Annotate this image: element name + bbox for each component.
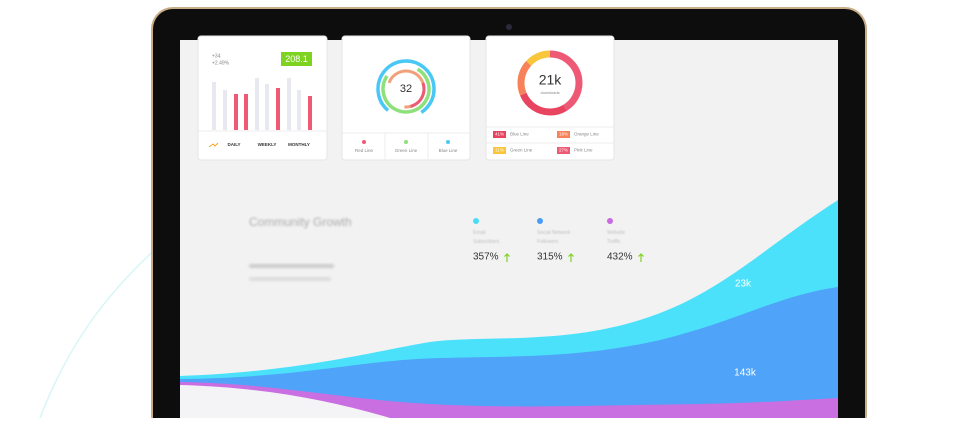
stat-label: Website Traffic [607,230,625,245]
tab[interactable]: DAILY [227,142,240,147]
stat-value: 432% [607,252,633,263]
value-badge [281,52,312,66]
center: 32 [400,83,412,95]
camera [506,24,512,30]
legend-label: Green Line [510,148,533,153]
legend-label: Red Line [355,148,374,153]
delta: +34 [212,53,221,59]
stat-labels: Email Subscribers Social Network Followe… [473,230,625,245]
up-arrows [504,253,644,262]
card-downloads: 21k downloads 41% Blue Line 18% Orange L… [485,35,615,161]
tab[interactable]: MONTHLY [288,142,310,147]
legend-pct: 18% [559,132,568,137]
card-trend: +34 +2.49% 208.1 DAILY WEEKLY MONTHLY [197,35,328,161]
legend-pct: 11% [495,148,504,153]
area-label: 23k [735,279,752,290]
legend-label: Blue Line [439,148,458,153]
change: +2.49% [212,60,230,66]
caption: downloads [540,90,559,95]
stat-label: Social Network Followers [537,230,571,245]
blurred-text [249,277,331,281]
legend-label: Green Line [395,148,418,153]
stat-label: Email Subscribers [473,230,500,245]
legend-label: Blue Line [510,132,529,137]
section-title: Community Growth [249,215,352,229]
stat-value: 315% [537,252,563,263]
area-base [180,385,390,418]
deco-curve [39,244,161,419]
value: 208.1 [285,54,308,64]
card-rings: 32 Red Line Green Line Blue Line [341,35,471,161]
center: 21k [539,72,563,88]
community: Community Growth 357% 315% 432% [249,215,644,281]
blurred-text [249,264,334,268]
bars [212,78,312,130]
area-blue [180,287,838,418]
area-chart: 23k 143k [180,200,838,418]
legend-pct: 27% [559,148,568,153]
area-label: 143k [734,368,757,379]
tab[interactable]: WEEKLY [258,142,277,147]
stat-value: 357% [473,252,499,263]
legend-label: Orange Line [574,132,599,137]
legend-pct: 41% [495,132,504,137]
legend-label: Pink Line [574,148,593,153]
